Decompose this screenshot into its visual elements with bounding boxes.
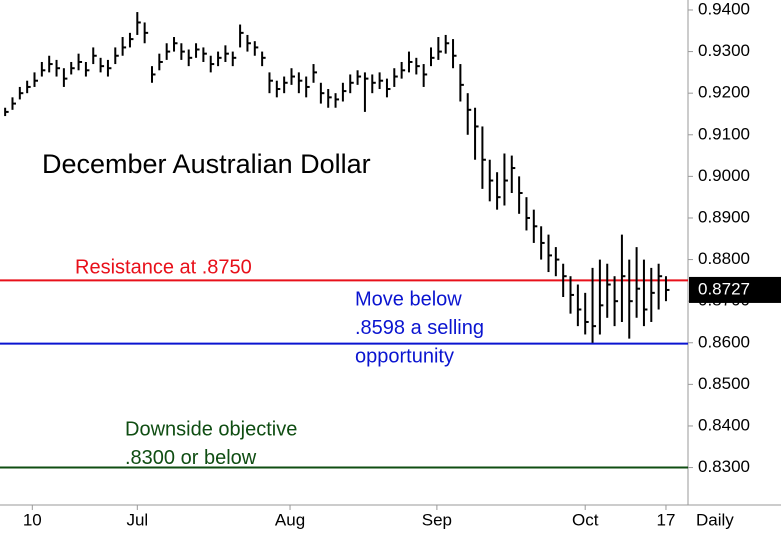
annotation: .8598 a selling xyxy=(355,317,484,339)
x-tick-label: 10 xyxy=(23,510,42,529)
chart-title: December Australian Dollar xyxy=(42,149,371,179)
annotation: opportunity xyxy=(355,345,454,367)
x-axis-label: Daily xyxy=(696,510,734,529)
y-tick-label: 0.9200 xyxy=(698,83,750,102)
y-tick-label: 0.9300 xyxy=(698,41,750,60)
y-tick-label: 0.8900 xyxy=(698,207,750,226)
y-tick-label: 0.8400 xyxy=(698,415,750,434)
x-tick-label: Oct xyxy=(572,510,599,529)
x-tick-label: Aug xyxy=(275,510,305,529)
annotation: Resistance at .8750 xyxy=(75,256,252,278)
y-tick-label: 0.8600 xyxy=(698,332,750,351)
y-tick-label: 0.9400 xyxy=(698,0,750,18)
y-tick-label: 0.9000 xyxy=(698,166,750,185)
annotation: .8300 or below xyxy=(125,447,257,469)
y-tick-label: 0.8300 xyxy=(698,457,750,476)
last-price-label: 0.8727 xyxy=(698,279,750,298)
x-tick-label: 17 xyxy=(657,510,676,529)
y-tick-label: 0.9100 xyxy=(698,124,750,143)
y-tick-label: 0.8800 xyxy=(698,249,750,268)
annotation: Move below xyxy=(355,288,462,310)
y-tick-label: 0.8500 xyxy=(698,374,750,393)
last-price-box xyxy=(689,276,781,303)
x-tick-label: Jul xyxy=(126,510,148,529)
annotation: Downside objective xyxy=(125,418,297,440)
x-tick-label: Sep xyxy=(422,510,452,529)
